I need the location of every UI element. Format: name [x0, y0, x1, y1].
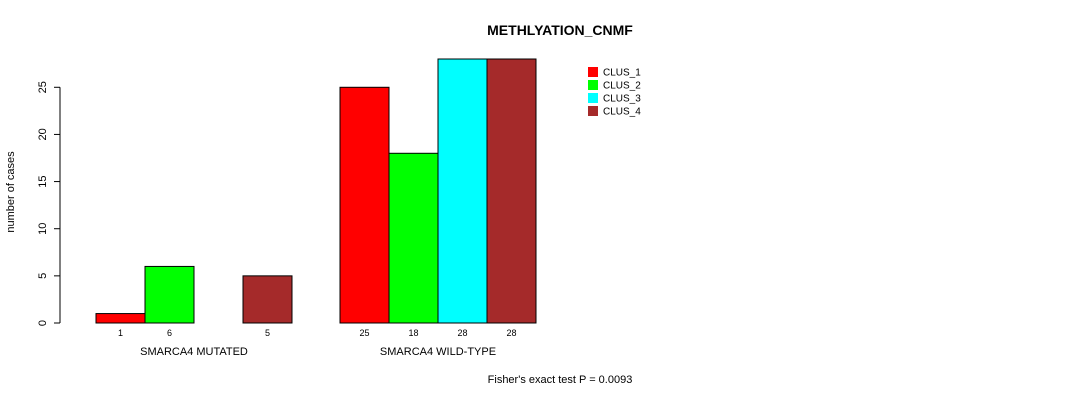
bar-value-label: 28	[506, 328, 516, 338]
group-label: SMARCA4 MUTATED	[140, 346, 248, 358]
legend: CLUS_1 CLUS_2 CLUS_3 CLUS_4	[588, 67, 641, 118]
chart-title: METHLYATION_CNMF	[487, 22, 633, 38]
bar-clus-3-group-2	[437, 58, 488, 324]
y-axis: 0 5 10 15 20 25	[37, 81, 61, 326]
y-tick-label: 0	[37, 320, 49, 326]
y-tick-label: 5	[37, 273, 49, 279]
bar-clus-4-group-2	[486, 58, 537, 324]
legend-label: CLUS_3	[603, 94, 641, 105]
bars	[95, 58, 537, 324]
legend-swatch-clus-4	[588, 106, 598, 116]
bar-value-label: 6	[167, 328, 172, 338]
bar-value-label: 18	[408, 328, 418, 338]
y-tick-label: 15	[37, 175, 49, 187]
legend-label: CLUS_1	[603, 68, 641, 79]
group-labels: SMARCA4 MUTATED SMARCA4 WILD-TYPE	[140, 346, 496, 358]
bar-value-label: 25	[359, 328, 369, 338]
bar-clus-2-group-1	[144, 265, 195, 324]
fisher-test-footnote: Fisher's exact test P = 0.0093	[488, 374, 633, 386]
legend-swatch-clus-1	[588, 67, 598, 77]
bar-clus-2-group-2	[388, 152, 439, 324]
bar-value-label: 28	[457, 328, 467, 338]
y-tick-label: 25	[37, 81, 49, 93]
bar-clus-1-group-1	[95, 313, 146, 324]
group-label: SMARCA4 WILD-TYPE	[380, 346, 496, 358]
bar-clus-4-group-1	[242, 275, 293, 324]
y-axis-label: number of cases	[5, 151, 17, 233]
y-tick-label: 20	[37, 128, 49, 140]
bar-value-label: 5	[265, 328, 270, 338]
legend-label: CLUS_4	[603, 107, 641, 118]
legend-swatch-clus-3	[588, 93, 598, 103]
legend-label: CLUS_2	[603, 81, 641, 92]
bar-labels: 1 6 5 25 18 28 28	[118, 328, 517, 338]
y-tick-label: 10	[37, 223, 49, 235]
bar-clus-1-group-2	[339, 86, 390, 324]
bar-value-label: 1	[118, 328, 123, 338]
legend-swatch-clus-2	[588, 80, 598, 90]
